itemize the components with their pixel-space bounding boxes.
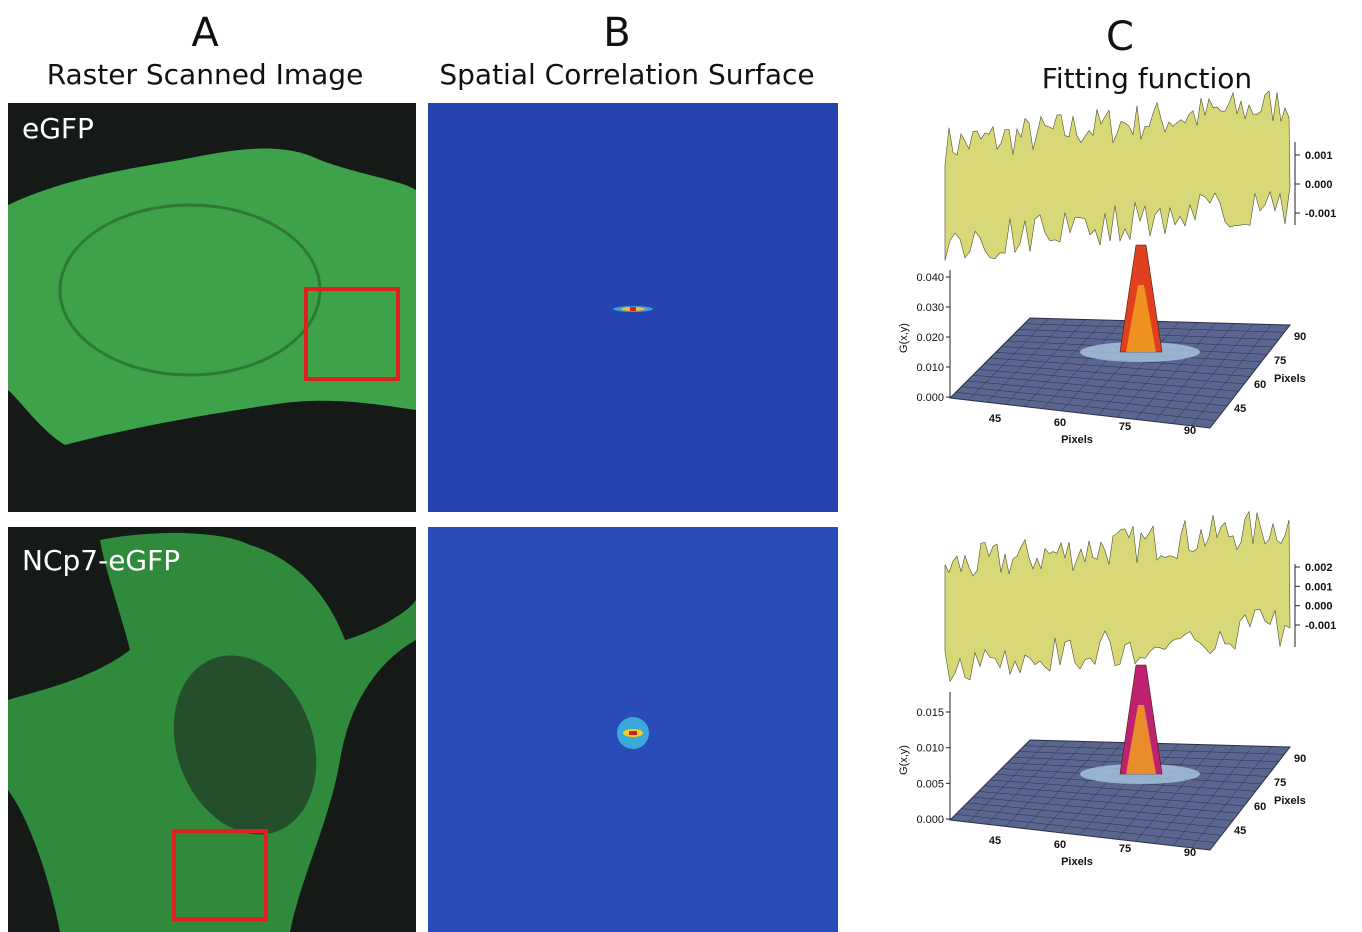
axis-label: G(x,y) — [898, 745, 910, 775]
tick-label: 75 — [1274, 355, 1286, 367]
panel-title: Fitting function — [1042, 62, 1252, 95]
panel-title: Spatial Correlation Surface — [439, 58, 814, 91]
tick-label: 0.002 — [1305, 562, 1333, 574]
tick-label: 75 — [1119, 843, 1131, 855]
axis-label: Pixels — [1274, 795, 1306, 807]
tick-label: 0.001 — [1305, 150, 1333, 162]
residual-surface — [945, 91, 1290, 260]
tick-label: 45 — [1234, 825, 1246, 837]
tick-label: 0.005 — [916, 778, 944, 790]
tick-label: 90 — [1184, 847, 1196, 859]
tick-label: 75 — [1119, 421, 1131, 433]
axis-label: Pixels — [1061, 856, 1093, 868]
tick-label: 0.010 — [916, 362, 944, 374]
tick-label: 0.010 — [916, 743, 944, 755]
tick-label: 0.000 — [916, 392, 944, 404]
tick-label: 0.000 — [1305, 179, 1333, 191]
tick-label: 90 — [1184, 425, 1196, 437]
tick-label: 0.001 — [1305, 581, 1333, 593]
tick-label: 0.030 — [916, 302, 944, 314]
panel-letter: C — [1106, 14, 1134, 60]
figure: A Raster Scanned Image B Spatial Correla… — [0, 0, 1362, 932]
tick-label: 0.040 — [916, 272, 944, 284]
tick-label: -0.001 — [1305, 620, 1336, 632]
tick-label: 0.000 — [1305, 601, 1333, 613]
tick-label: 0.000 — [916, 814, 944, 826]
panel-letter: A — [191, 10, 219, 56]
sample-label: eGFP — [22, 112, 94, 145]
tick-label: 60 — [1054, 839, 1066, 851]
panel-letter: B — [603, 10, 630, 56]
axis-label: Pixels — [1061, 434, 1093, 446]
correlation-peak — [629, 731, 637, 735]
tick-label: 45 — [989, 835, 1001, 847]
tick-label: 60 — [1254, 801, 1266, 813]
tick-label: 45 — [989, 413, 1001, 425]
correlation-peak — [630, 307, 636, 311]
cell — [8, 148, 416, 445]
panel-title: Raster Scanned Image — [47, 58, 364, 91]
tick-label: 90 — [1294, 753, 1306, 765]
residual-surface — [945, 512, 1290, 682]
tick-label: 90 — [1294, 331, 1306, 343]
tick-label: -0.001 — [1305, 208, 1336, 220]
tick-label: 60 — [1254, 379, 1266, 391]
tick-label: 45 — [1234, 403, 1246, 415]
tick-label: 60 — [1054, 417, 1066, 429]
axis-label: Pixels — [1274, 373, 1306, 385]
tick-label: 0.015 — [916, 707, 944, 719]
tick-label: 75 — [1274, 777, 1286, 789]
axis-label: G(x,y) — [898, 323, 910, 353]
tick-label: 0.020 — [916, 332, 944, 344]
sample-label: NCp7-eGFP — [22, 544, 180, 577]
